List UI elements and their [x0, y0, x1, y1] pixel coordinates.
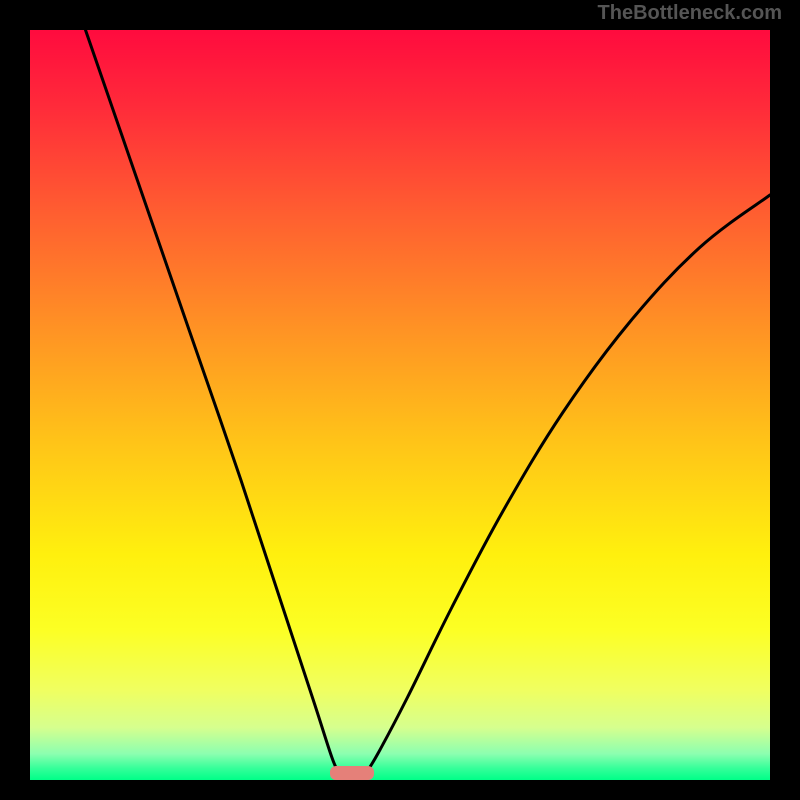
watermark-text: TheBottleneck.com — [598, 2, 782, 25]
plot-area — [30, 30, 770, 780]
cusp-marker — [330, 766, 374, 780]
bottleneck-curves — [30, 30, 770, 780]
chart-root: TheBottleneck.com — [0, 0, 800, 800]
